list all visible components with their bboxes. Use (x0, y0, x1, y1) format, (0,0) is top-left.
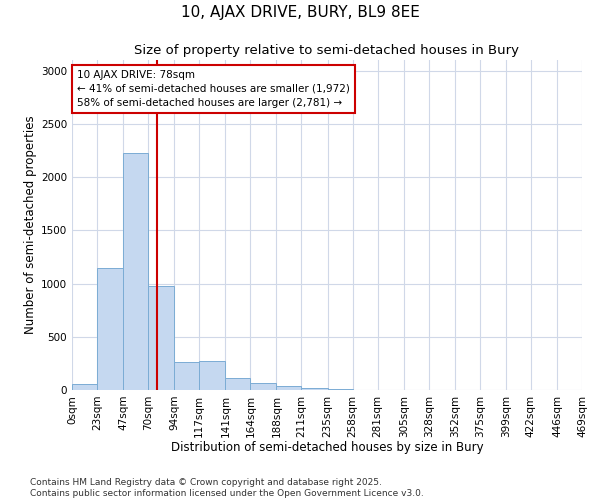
Title: Size of property relative to semi-detached houses in Bury: Size of property relative to semi-detach… (134, 44, 520, 58)
Bar (226, 378, 250, 390)
Bar (277, 386, 301, 390)
Bar (97, 268, 123, 390)
Text: Contains HM Land Registry data © Crown copyright and database right 2025.
Contai: Contains HM Land Registry data © Crown c… (30, 478, 424, 498)
Bar (250, 383, 277, 390)
Y-axis label: Number of semi-detached properties: Number of semi-detached properties (24, 116, 37, 334)
X-axis label: Distribution of semi-detached houses by size in Bury: Distribution of semi-detached houses by … (170, 441, 484, 454)
Text: 10, AJAX DRIVE, BURY, BL9 8EE: 10, AJAX DRIVE, BURY, BL9 8EE (181, 5, 419, 20)
Bar (301, 388, 328, 390)
Bar (174, 362, 199, 390)
Bar (148, 286, 174, 390)
Bar (72, 384, 97, 390)
Text: 10 AJAX DRIVE: 78sqm
← 41% of semi-detached houses are smaller (1,972)
58% of se: 10 AJAX DRIVE: 78sqm ← 41% of semi-detac… (77, 70, 350, 108)
Bar (328, 389, 353, 390)
Bar (123, 152, 148, 390)
Bar (199, 362, 226, 390)
